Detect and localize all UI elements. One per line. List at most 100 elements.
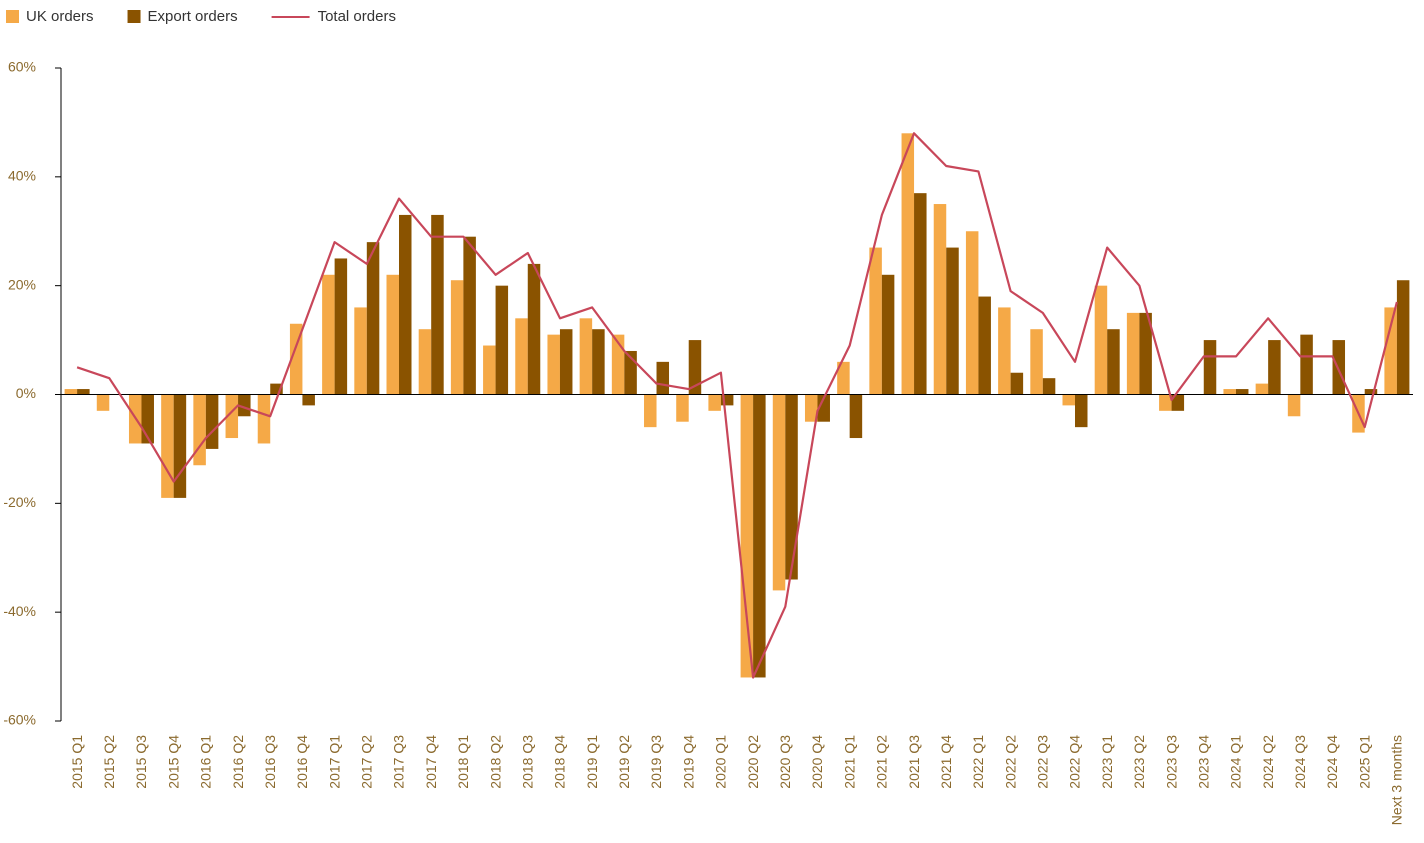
bar <box>708 394 721 411</box>
bar <box>1223 389 1236 395</box>
bar <box>334 258 348 395</box>
bar <box>559 329 573 395</box>
bar <box>1268 340 1281 395</box>
bar <box>1171 394 1185 411</box>
bar <box>1384 307 1397 395</box>
bar <box>688 340 702 395</box>
x-tick-label: 2019 Q3 <box>648 735 664 789</box>
bar <box>64 389 78 395</box>
x-tick-label: 2022 Q2 <box>1002 735 1018 789</box>
x-tick-label: 2019 Q2 <box>616 735 632 789</box>
x-tick-label: 2020 Q2 <box>745 735 761 789</box>
x-tick-label: 2024 Q2 <box>1260 735 1276 789</box>
x-tick-label: 2017 Q1 <box>326 735 342 789</box>
bar <box>946 247 959 395</box>
x-tick-label: 2024 Q3 <box>1292 735 1308 789</box>
bar <box>579 318 593 395</box>
bar <box>772 394 786 591</box>
bar <box>881 274 895 395</box>
x-tick-label: 2024 Q4 <box>1324 735 1340 789</box>
x-tick-label: 2015 Q1 <box>69 735 85 789</box>
x-tick-label: 2024 Q1 <box>1228 735 1244 789</box>
bar <box>547 334 560 395</box>
bar <box>1030 329 1043 395</box>
y-tick-label: -60% <box>3 712 36 728</box>
bar <box>463 236 476 395</box>
bar <box>1094 285 1108 395</box>
bar <box>173 394 187 498</box>
bar <box>1287 394 1301 417</box>
x-tick-label: 2015 Q3 <box>133 735 149 789</box>
x-tick-label: 2021 Q2 <box>874 735 890 789</box>
bar <box>804 394 818 422</box>
bar <box>257 394 271 444</box>
x-tick-label: 2018 Q3 <box>519 735 535 789</box>
x-tick-label: 2020 Q4 <box>809 735 825 789</box>
bar <box>901 133 915 395</box>
bar <box>96 394 110 411</box>
bar <box>1364 389 1378 395</box>
bar <box>205 394 219 449</box>
bar <box>720 394 734 406</box>
bar <box>322 274 335 395</box>
x-tick-label: 2023 Q1 <box>1099 735 1115 789</box>
bar <box>914 193 927 395</box>
y-tick-label: 20% <box>8 276 36 292</box>
x-tick-label: 2019 Q1 <box>584 735 600 789</box>
bar <box>1010 372 1024 395</box>
x-tick-label: 2019 Q4 <box>680 735 696 789</box>
bar <box>193 394 206 466</box>
bar <box>515 318 528 395</box>
bar <box>354 307 367 395</box>
bar <box>238 394 251 417</box>
bar <box>1332 340 1346 395</box>
bar <box>965 231 979 395</box>
bar <box>1300 334 1313 395</box>
bar <box>1203 340 1217 395</box>
bar <box>676 394 689 422</box>
bar <box>431 214 444 395</box>
x-tick-label: 2020 Q1 <box>713 735 729 789</box>
x-tick-label: 2015 Q4 <box>165 735 181 789</box>
y-tick-label: -40% <box>3 603 36 619</box>
bar <box>849 394 863 439</box>
x-tick-label: 2015 Q2 <box>101 735 117 789</box>
y-tick-label: 0% <box>16 385 36 401</box>
legend-swatch <box>6 10 19 23</box>
bar <box>1062 394 1075 406</box>
x-tick-label: 2018 Q2 <box>487 735 503 789</box>
bar <box>1139 312 1152 395</box>
legend-label: Total orders <box>318 8 396 25</box>
bar <box>1255 383 1269 395</box>
legend-label: UK orders <box>26 8 94 25</box>
x-tick-label: 2023 Q2 <box>1131 735 1147 789</box>
y-tick-label: 60% <box>8 59 36 75</box>
y-tick-label: 40% <box>8 168 36 184</box>
x-tick-label: 2016 Q1 <box>198 735 214 789</box>
bar <box>740 394 754 678</box>
bar <box>611 334 625 395</box>
bar <box>1159 394 1172 411</box>
y-tick-label: -20% <box>3 494 36 510</box>
legend-label: Export orders <box>148 8 238 25</box>
bar <box>1042 378 1056 395</box>
bar <box>1107 329 1120 395</box>
x-tick-label: 2021 Q3 <box>906 735 922 789</box>
x-tick-label: 2020 Q3 <box>777 735 793 789</box>
bar <box>399 214 412 395</box>
x-tick-label: 2017 Q2 <box>359 735 375 789</box>
x-tick-label: 2016 Q2 <box>230 735 246 789</box>
bar <box>77 389 90 395</box>
bar <box>869 247 882 395</box>
x-tick-label: 2023 Q4 <box>1195 735 1211 789</box>
x-tick-label: 2018 Q1 <box>455 735 471 789</box>
bar <box>527 263 541 395</box>
bar <box>225 394 239 439</box>
bar <box>1235 389 1249 395</box>
x-tick-label: 2017 Q3 <box>391 735 407 789</box>
bar <box>1396 280 1410 395</box>
bar <box>753 394 766 678</box>
bar <box>302 394 315 406</box>
bar <box>933 204 947 395</box>
